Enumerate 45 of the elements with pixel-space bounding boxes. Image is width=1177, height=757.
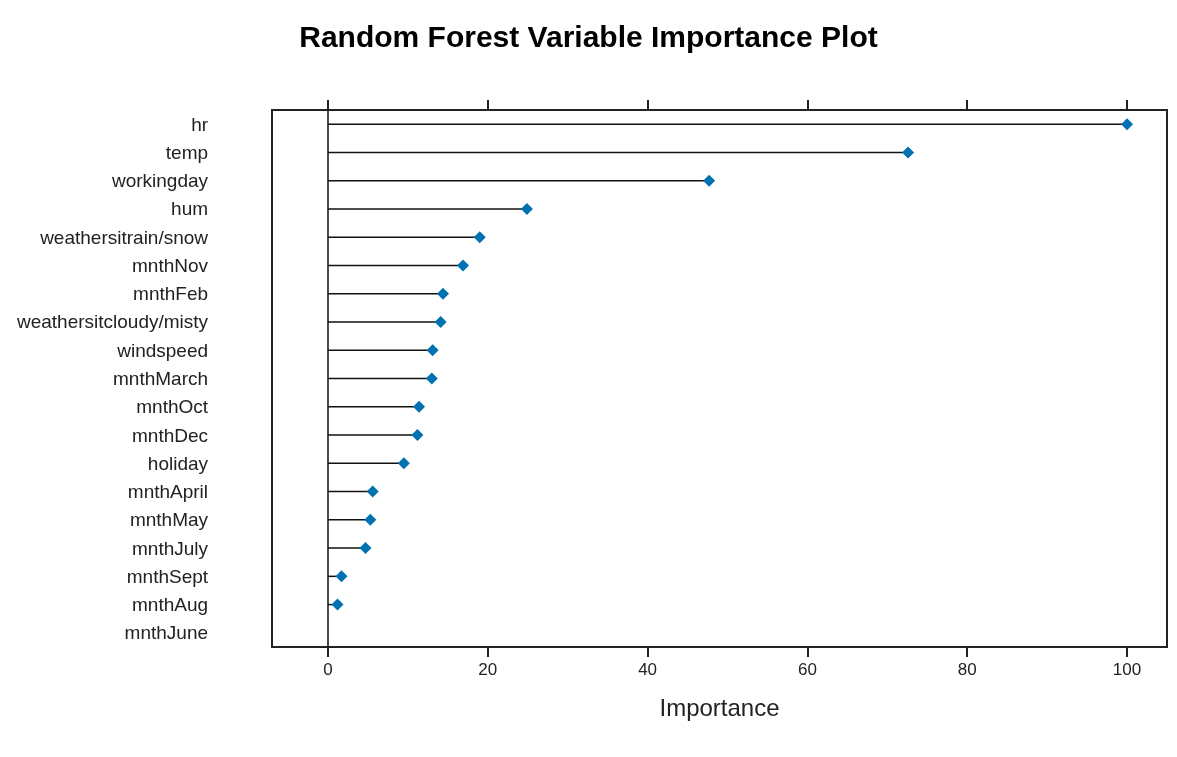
- y-tick-label: mnthNov: [132, 254, 209, 276]
- point: [366, 485, 379, 498]
- x-tick-label: 100: [1112, 660, 1142, 679]
- chart-title: Random Forest Variable Importance Plot: [299, 19, 878, 53]
- y-tick-label: mnthDec: [132, 424, 209, 446]
- point: [397, 457, 410, 470]
- x-tick-label: 0: [323, 660, 333, 679]
- point: [520, 202, 533, 215]
- point: [335, 570, 348, 583]
- point: [437, 287, 450, 300]
- y-tick-label: temp: [165, 141, 209, 163]
- point: [902, 146, 915, 159]
- y-tick-label: hum: [171, 198, 209, 220]
- y-tick-label: holiday: [147, 452, 209, 474]
- point: [364, 513, 377, 526]
- x-axis-title: Importance: [659, 693, 780, 721]
- point: [411, 429, 424, 442]
- y-tick-label: mnthFeb: [133, 283, 209, 305]
- y-tick-label: mnthJune: [124, 622, 209, 644]
- y-tick-label: hr: [191, 113, 209, 135]
- point: [1121, 118, 1134, 131]
- point: [425, 372, 438, 385]
- y-tick-label: mnthApril: [127, 481, 209, 503]
- x-tick-label: 60: [797, 660, 817, 679]
- y-tick-label: workingday: [110, 170, 209, 192]
- y-tick-label: mnthSept: [126, 565, 209, 587]
- point: [413, 400, 426, 413]
- y-tick-label: mnthOct: [136, 396, 209, 418]
- point: [473, 231, 486, 244]
- point: [456, 259, 469, 272]
- point: [359, 542, 372, 555]
- y-tick-label: weathersitcloudy/misty: [15, 311, 209, 333]
- y-tick-label: windspeed: [116, 339, 209, 361]
- y-tick-label: mnthJuly: [132, 537, 209, 559]
- point: [426, 344, 439, 357]
- y-tick-label: mnthMay: [129, 509, 209, 531]
- y-tick-label: mnthMarch: [113, 368, 209, 389]
- x-tick-label: 20: [478, 660, 498, 679]
- y-tick-label: weathersitrain/snow: [39, 226, 209, 248]
- point: [331, 598, 344, 611]
- point: [434, 315, 447, 328]
- x-tick-label: 80: [957, 660, 977, 679]
- x-tick-label: 40: [638, 660, 658, 679]
- y-tick-label: mnthAug: [132, 594, 209, 616]
- point: [703, 174, 716, 187]
